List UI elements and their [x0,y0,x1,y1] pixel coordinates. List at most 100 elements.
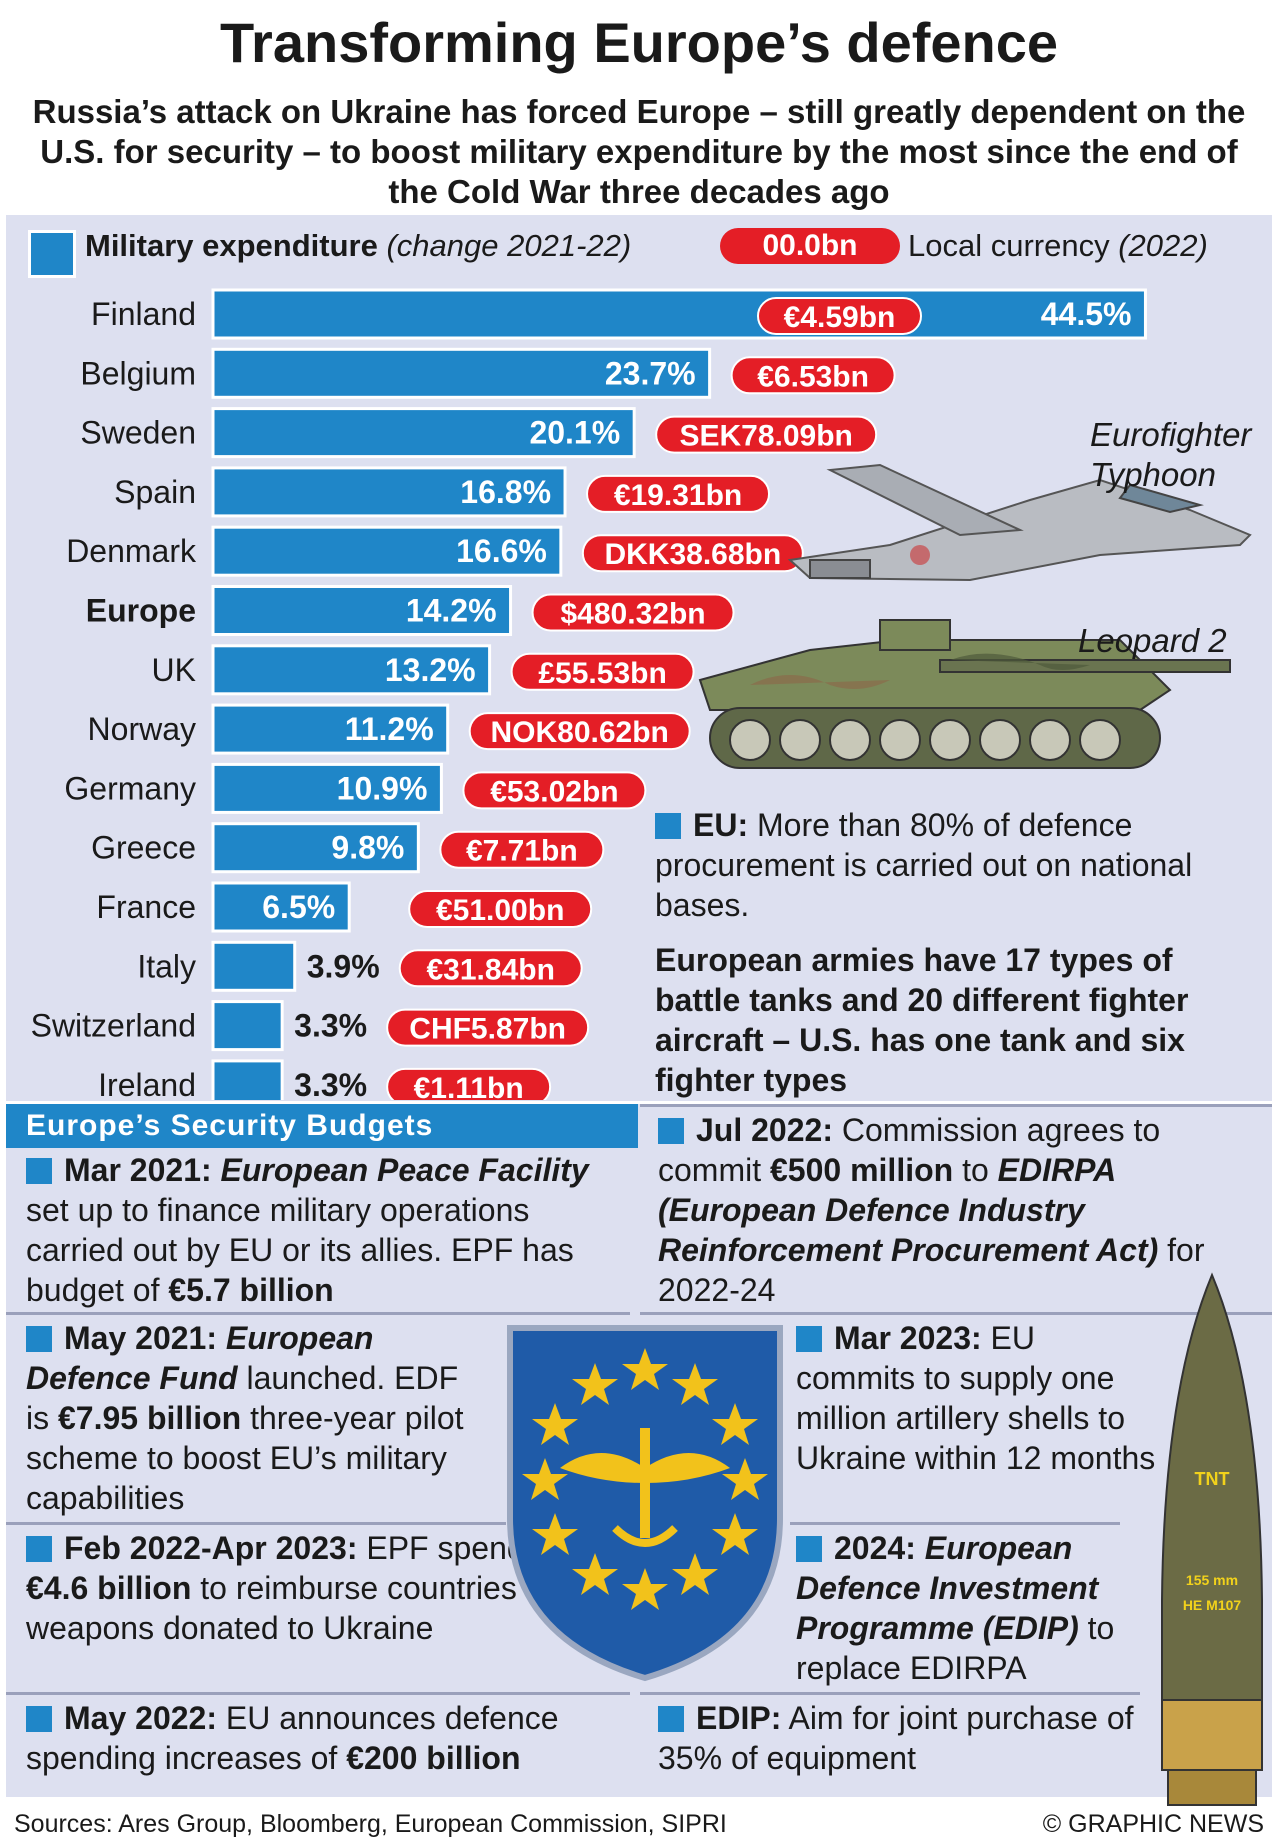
value-label: 3.9% [307,948,380,984]
eu-military-shield-emblem [507,1325,783,1682]
legend-title: Military expenditure [85,228,378,263]
item-amount: €7.95 billion [58,1400,242,1436]
bullet-square [796,1326,822,1352]
category-label: Italy [137,948,196,984]
item-text: Commission agrees to commit [658,1112,1161,1188]
budget-item-may-2021: May 2021: European Defence Fund launched… [26,1318,486,1518]
eu-note-text: More than 80% of defence procurement is … [655,807,1193,923]
eu-procurement-note: EU: More than 80% of defence procurement… [655,805,1215,925]
budget-item-mar-2021: Mar 2021: European Peace Facility set up… [26,1150,626,1310]
item-text: three-year pilot scheme to boost EU’s mi… [26,1400,464,1516]
currency-label: SEK78.09bn [679,420,852,453]
currency-pill [510,652,695,691]
bar [211,407,636,459]
page-title: Transforming Europe’s defence [219,11,1059,74]
legend-pill: 00.0bn [720,228,900,264]
currency-label: €51.00bn [436,894,564,927]
item-text: launched. EDF is [26,1360,459,1436]
item-text: to [962,1152,989,1188]
bar [211,940,297,992]
budgets-heading: Europe’s Security Budgets [6,1104,638,1148]
legend-note: (change 2021-22) [386,228,632,263]
currency-pill [386,1008,590,1047]
bar [211,822,420,874]
bullet-square [26,1706,52,1732]
item-date: 2024: [834,1530,916,1566]
category-label: Switzerland [31,1008,196,1044]
currency-label: €7.71bn [466,835,578,868]
item-amount: €4.6 billion [26,1570,192,1606]
artillery-shell-illustration: TNT 155 mm HE M107 [1161,1272,1263,1806]
bullet-square [658,1118,684,1144]
budget-item-may-2022: May 2022: EU announces defence spending … [26,1698,626,1778]
category-label: Spain [114,474,196,510]
value-label: 6.5% [262,889,335,925]
item-text: for 2022-24 [658,1232,1205,1308]
currency-pill [439,830,605,869]
budget-item-mar-2023: Mar 2023: EU commits to supply one milli… [796,1318,1156,1478]
currency-pill [386,1067,552,1100]
value-label: 44.5% [1041,296,1132,332]
bar-chart: Finland 44.5% €4.59bn Belgium 23.7% €6.53bn Sw… [31,288,1147,1100]
bar [211,644,492,696]
armies-note: European armies have 17 types of battle … [655,942,1189,1098]
bar [211,1000,284,1052]
category-label: France [96,889,196,925]
currency-pill [398,949,583,988]
bar [211,466,567,518]
item-name: EDIRPA (European Defence Industry Reinfo… [658,1152,1159,1268]
shell-type-label: HE M107 [1183,1597,1242,1613]
currency-label: €19.31bn [614,479,742,512]
currency-label: €4.59bn [784,301,896,334]
bullet-square [26,1326,52,1352]
currency-label: €31.84bn [427,953,555,986]
divider [640,1692,1140,1695]
currency-label: NOK80.62bn [490,716,668,749]
currency-pill [757,297,922,335]
value-label: 14.2% [406,593,497,629]
item-date: Mar 2021: [64,1152,212,1188]
eurofighter-illustration [787,463,1252,582]
shell-calibre-label: 155 mm [1186,1572,1238,1588]
leopard-label: Leopard 2 [1078,622,1227,659]
value-label: 3.3% [294,1067,367,1100]
value-label: 20.1% [529,415,620,451]
bar [211,288,1147,340]
bar [211,881,351,933]
item-date: Jul 2022: [696,1112,833,1148]
page-subtitle: Russia’s attack on Ukraine has forced Eu… [32,93,1246,210]
divider [640,1104,1272,1107]
value-label: 16.8% [460,474,551,510]
category-label: Sweden [80,415,196,451]
item-date: May 2022: [64,1700,217,1736]
category-label: Norway [88,711,196,747]
bar [211,703,450,755]
legend-swatch [28,230,76,278]
budget-item-jul-2022: Jul 2022: Commission agrees to commit €5… [658,1110,1258,1310]
currency-pill [730,356,896,395]
budget-item-edip: EDIP: Aim for joint purchase of 35% of e… [658,1698,1148,1778]
legend-currency-note: (2022) [1118,228,1208,263]
item-name: European Defence Investment Programme (E… [796,1530,1099,1646]
currency-label: $480.32bn [561,598,706,631]
item-text: EU announces defence spending increases … [26,1700,559,1776]
item-text: Aim for joint purchase of 35% of equipme… [658,1700,1134,1776]
category-label: Ireland [98,1067,196,1100]
value-label: 16.6% [456,533,547,569]
shell-tnt-label: TNT [1195,1469,1230,1489]
currency-label: DKK38.68bn [604,538,781,571]
item-date: EDIP: [696,1700,782,1736]
category-label: Europe [86,593,196,629]
currency-pill [462,771,647,810]
currency-pill [468,712,691,751]
item-date: Feb 2022-Apr 2023: [64,1530,358,1566]
category-label: UK [152,652,196,688]
eu-note-lead: EU: [693,807,749,843]
currency-label: €1.11bn [414,1072,524,1100]
category-label: Greece [91,830,196,866]
legend-currency-label: Local currency [908,228,1110,263]
item-text: EU commits to supply one million artille… [796,1320,1156,1476]
budget-item-feb-2022: Feb 2022-Apr 2023: EPF spends €4.6 billi… [26,1528,566,1648]
divider [640,1312,1272,1315]
